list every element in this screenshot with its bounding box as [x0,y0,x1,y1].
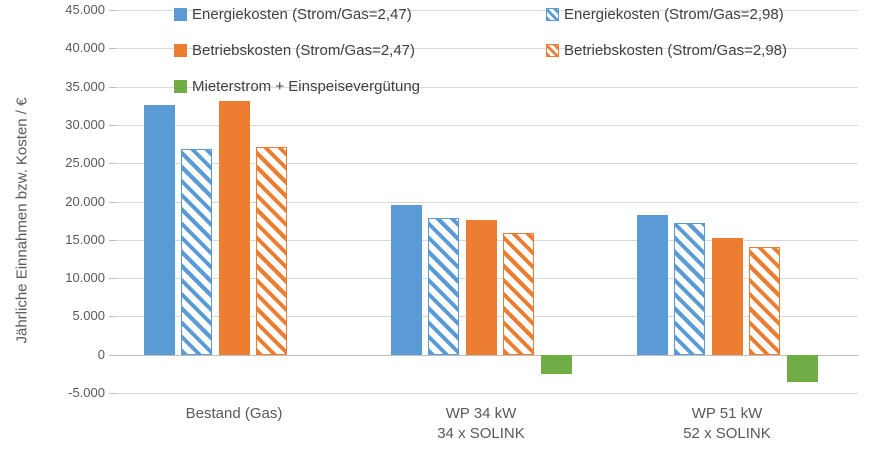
legend-item: Mieterstrom + Einspeisevergütung [174,78,420,95]
legend-item: Betriebskosten (Strom/Gas=2,98) [546,42,787,59]
gridline [113,124,858,126]
legend-label: Betriebskosten (Strom/Gas=2,47) [192,42,416,59]
y-tick-label: 30.000 [65,116,105,132]
bar-series-2-cat-0 [218,101,250,355]
legend-item: Energiekosten (Strom/Gas=2,47) [174,6,412,23]
legend-swatch-icon [174,8,187,21]
y-tick-label: -5.000 [68,385,105,400]
y-tick-label: 10.000 [65,270,105,286]
y-tick-mark [109,163,116,165]
x-category-label-line: Bestand (Gas) [185,405,283,422]
legend-swatch-icon [546,8,559,21]
y-axis-title: Jährliche Einnahmen bzw. Kosten / € [13,97,31,344]
legend-label: Betriebskosten (Strom/Gas=2,98) [564,42,788,59]
y-tick-mark [109,10,116,11]
y-tick-mark [109,124,116,126]
x-category-label-line: 34 x SOLINK [437,425,525,442]
legend-item: Betriebskosten (Strom/Gas=2,47) [174,42,415,59]
x-category-label: WP 51 kW 52 x SOLINK [612,404,842,444]
x-category-label: Bestand (Gas) [119,404,349,424]
legend-swatch-icon [174,44,187,57]
gridline [113,201,858,203]
legend-label: Energiekosten (Strom/Gas=2,98) [564,6,784,23]
gridline [113,393,858,394]
legend-swatch-icon [546,44,559,57]
x-category-label-line: WP 34 kW [445,405,517,422]
y-tick-mark [109,239,116,241]
y-tick-label: 40.000 [65,40,105,56]
legend-label: Energiekosten (Strom/Gas=2,47) [192,6,412,23]
bar-series-2-cat-1 [465,219,497,355]
x-category-label-line: 52 x SOLINK [683,425,771,442]
x-category-label-line: WP 51 kW [691,405,763,422]
y-tick-mark [109,316,116,318]
bar-series-0-cat-2 [636,215,668,355]
bar-series-1-cat-2 [674,222,705,355]
x-axis-line [113,354,858,356]
gridline [113,163,858,165]
y-tick-mark [109,278,116,280]
y-tick-label: 45.000 [65,2,105,17]
y-tick-label: 25.000 [65,155,105,171]
gridline [113,86,858,88]
y-tick-mark [109,201,116,203]
legend-label: Mieterstrom + Einspeisevergütung [192,78,421,95]
y-tick-mark [109,393,116,394]
y-tick-label: 5.000 [72,308,105,324]
legend-item: Energiekosten (Strom/Gas=2,98) [546,6,784,23]
y-tick-mark [109,354,116,356]
x-category-label: WP 34 kW 34 x SOLINK [366,404,596,444]
y-tick-label: 15.000 [65,231,105,247]
bar-series-3-cat-2 [749,246,780,355]
y-tick-mark [109,48,116,50]
bar-series-4-cat-1 [540,354,572,374]
bar-series-1-cat-0 [181,148,212,355]
bar-series-0-cat-0 [143,104,175,355]
bar-series-2-cat-2 [711,238,743,355]
y-tick-mark [109,86,116,88]
gridline [113,48,858,50]
y-tick-label: 0 [97,346,105,362]
y-tick-label: 20.000 [65,193,105,209]
bar-series-4-cat-2 [786,354,818,383]
bar-series-1-cat-1 [428,218,459,355]
bar-series-3-cat-1 [503,232,534,355]
bar-series-0-cat-1 [390,205,422,355]
y-tick-label: 35.000 [65,78,105,94]
legend-swatch-icon [174,80,187,93]
bar-series-3-cat-0 [256,147,287,355]
gridline [113,10,858,11]
